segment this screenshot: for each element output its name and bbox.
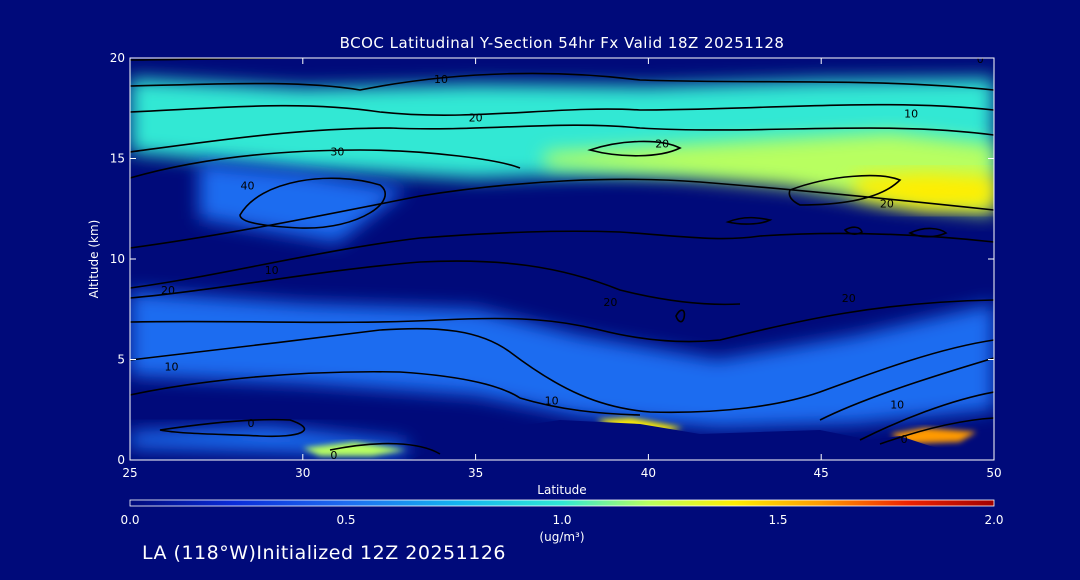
contour-label: 10: [434, 73, 448, 86]
contour-label: 40: [241, 180, 255, 193]
contour-label: 20: [161, 284, 175, 297]
colorbar-tick-label: 0.0: [120, 513, 139, 527]
contour-label: 0: [248, 417, 255, 430]
y-tick-label: 0: [117, 453, 125, 467]
colorbar-tick-label: 1.0: [552, 513, 571, 527]
contour-label: 20: [880, 198, 894, 211]
x-tick-label: 45: [814, 466, 829, 480]
contour-label: 20: [469, 111, 483, 124]
contour-line: [130, 58, 339, 61]
x-tick-label: 35: [468, 466, 483, 480]
contour-line: [130, 72, 994, 91]
contour-line: [675, 309, 686, 323]
colorbar-ticks: 0.0 0.5 1.0 1.5 2.0: [120, 513, 1003, 527]
x-tick-label: 50: [986, 466, 1001, 480]
colorbar-tick-label: 1.5: [768, 513, 787, 527]
contour-line: [879, 417, 994, 445]
fill-region-surface-plume-30N: [302, 441, 407, 456]
contour-line: [130, 230, 994, 289]
concentration-fills: [130, 78, 994, 456]
contour-label: 10: [545, 395, 559, 408]
contour-line: [130, 260, 741, 306]
x-tick-label: 40: [641, 466, 656, 480]
contour-labels: 10 20 30 40 20 10 0 20 10 20 20 20 10 10 10 0 0 0: [161, 53, 984, 462]
contour-line: [130, 178, 994, 249]
contour-label: 30: [330, 146, 344, 159]
y-axis-label: Altitude (km): [87, 220, 101, 299]
fill-region-surface-plume-48N: [890, 427, 977, 444]
contour-line: [725, 216, 773, 225]
x-axis-ticks: 25 30 35 40 45 50: [122, 58, 1002, 480]
x-tick-label: 25: [122, 466, 137, 480]
x-axis-label: Latitude: [537, 483, 586, 497]
y-tick-label: 5: [117, 353, 125, 367]
contour-line: [130, 299, 994, 343]
contour-label: 0: [977, 53, 984, 66]
contour-line: [859, 391, 994, 441]
terrain-profile: [410, 420, 994, 460]
contour-label: 20: [655, 137, 669, 150]
chart-title: BCOC Latitudinal Y-Section 54hr Fx Valid…: [339, 34, 785, 52]
contour-label: 10: [890, 399, 904, 412]
contour-label: 20: [842, 292, 856, 305]
contour-lines: [130, 58, 994, 455]
contour-label: 10: [265, 264, 279, 277]
contour-line: [159, 418, 306, 438]
fill-region-mid-blue-layer: [130, 291, 994, 428]
contour-line: [587, 140, 682, 157]
contour-label: 0: [901, 433, 908, 446]
contour-line: [130, 149, 521, 179]
y-tick-label: 10: [110, 252, 125, 266]
contour-line: [329, 442, 441, 455]
contour-label: 0: [330, 449, 337, 462]
plot-area: 10 20 30 40 20 10 0 20 10 20 20 20 10 10 10 0 0 0: [130, 53, 994, 462]
contour-line: [130, 370, 641, 416]
colorbar-tick-label: 0.5: [336, 513, 355, 527]
contour-label: 20: [603, 296, 617, 309]
x-tick-label: 30: [295, 466, 310, 480]
contour-label: 10: [165, 361, 179, 374]
contour-line: [130, 327, 994, 414]
colorbar-tick-label: 2.0: [984, 513, 1003, 527]
contour-label: 10: [904, 107, 918, 120]
contour-line: [130, 103, 994, 117]
y-axis-ticks: 0 5 10 15 20: [110, 51, 994, 467]
y-tick-label: 20: [110, 51, 125, 65]
contour-line: [819, 357, 994, 421]
colorbar: [129, 499, 995, 507]
y-tick-label: 15: [110, 152, 125, 166]
init-info-text: LA (118°W)Initialized 12Z 20251126: [142, 542, 506, 564]
contour-line: [130, 124, 994, 153]
colorbar-unit-label: (ug/m³): [539, 530, 584, 544]
contour-line: [788, 174, 902, 206]
